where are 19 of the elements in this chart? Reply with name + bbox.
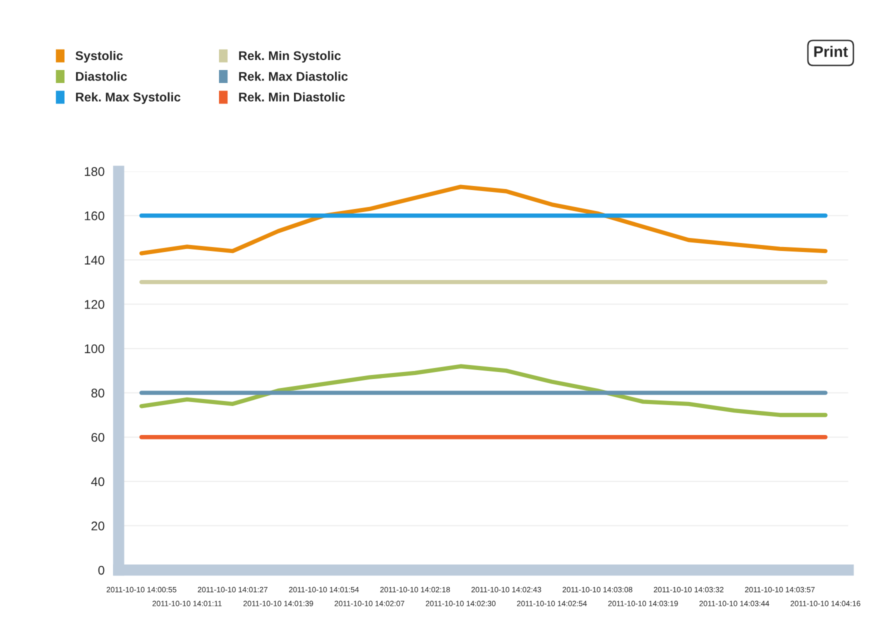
y-tick-label: 120 — [84, 300, 104, 309]
y-tick-label: 140 — [84, 256, 104, 265]
legend-label: Rek. Min Diastolic — [239, 92, 345, 102]
y-tick-label: 100 — [84, 344, 104, 354]
y-tick-label: 20 — [92, 522, 104, 530]
line-series — [139, 364, 828, 418]
legend-label: Diastolic — [76, 72, 127, 81]
line-series — [139, 184, 828, 256]
text: Print — [814, 46, 848, 58]
y-tick-label: 180 — [84, 167, 104, 176]
legend-label: Rek. Max Systolic — [76, 92, 180, 104]
legend-label: Rek. Min Systolic — [239, 50, 341, 63]
legend-label: Systolic — [76, 50, 123, 63]
y-tick-label: 80 — [91, 388, 104, 398]
y-tick-label: 160 — [84, 211, 104, 220]
y-tick-label: 0 — [98, 566, 104, 575]
legend-label: Rek. Max Diastolic — [239, 72, 348, 81]
y-tick-label: 60 — [92, 432, 104, 442]
y-tick-label: 40 — [91, 477, 104, 486]
